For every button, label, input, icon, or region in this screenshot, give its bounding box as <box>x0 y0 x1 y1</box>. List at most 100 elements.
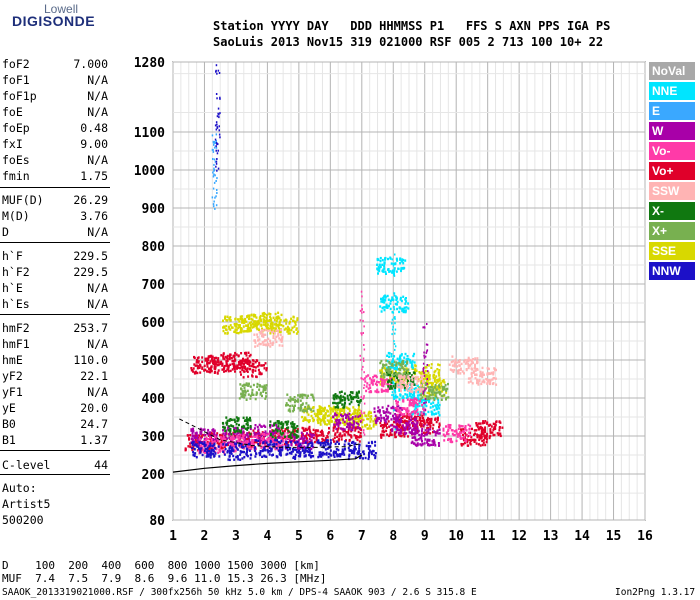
echo-point <box>318 451 321 454</box>
echo-point <box>422 406 425 409</box>
param-value: N/A <box>87 297 108 311</box>
echo-point <box>280 421 283 424</box>
echo-point <box>428 400 430 404</box>
echo-point <box>444 434 447 437</box>
echo-point <box>291 404 294 407</box>
echo-point <box>399 356 401 359</box>
echo-point <box>426 424 428 427</box>
echo-point <box>332 396 335 400</box>
echo-point <box>488 435 491 438</box>
echo-point <box>391 423 394 427</box>
echo-point <box>415 426 418 429</box>
y-tick-label: 800 <box>142 240 166 255</box>
echo-point <box>397 409 400 412</box>
echo-point <box>492 427 495 430</box>
echo-point <box>246 315 249 318</box>
echo-point <box>339 399 342 402</box>
echo-point <box>212 171 214 174</box>
x-tick-label: 7 <box>358 529 366 544</box>
echo-point <box>425 373 428 376</box>
echo-point <box>312 455 315 458</box>
echo-point <box>338 438 340 441</box>
echo-point <box>225 362 228 366</box>
echo-point <box>447 428 450 432</box>
echo-point <box>361 377 363 380</box>
echo-point <box>426 349 429 352</box>
echo-point <box>284 421 287 424</box>
echo-point <box>420 384 423 387</box>
echo-point <box>233 432 236 436</box>
echo-point <box>410 392 412 395</box>
echo-point <box>341 413 344 416</box>
echo-point <box>353 396 356 399</box>
echo-point <box>279 338 282 342</box>
echo-point <box>235 328 238 331</box>
echo-point <box>299 407 302 410</box>
echo-point <box>397 267 400 271</box>
param-row-hmf2: hmF2 253.7 <box>2 321 108 337</box>
echo-point <box>476 361 478 364</box>
echo-point <box>235 353 238 356</box>
echo-point <box>218 133 221 136</box>
echo-point <box>374 382 377 386</box>
echo-point <box>258 443 261 447</box>
echo-point <box>241 384 244 388</box>
echo-point <box>420 382 423 385</box>
echo-point <box>346 417 349 420</box>
echo-point <box>324 437 327 440</box>
echo-point <box>419 371 422 375</box>
echo-point <box>426 421 429 424</box>
echo-point <box>438 414 441 417</box>
echo-point <box>337 396 340 399</box>
echo-point <box>230 326 233 329</box>
echo-point <box>272 429 275 432</box>
echo-point <box>395 363 398 366</box>
echo-point <box>404 298 407 301</box>
x-tick-label: 3 <box>232 529 240 544</box>
echo-point <box>337 424 340 428</box>
echo-point <box>380 300 383 303</box>
param-label: foEp <box>2 121 30 135</box>
echo-point <box>280 328 282 332</box>
echo-point <box>426 350 428 353</box>
echo-point <box>408 399 411 403</box>
echo-point <box>481 439 484 443</box>
echo-point <box>410 361 413 364</box>
echo-point <box>266 313 269 317</box>
echo-point <box>222 329 225 333</box>
param-label: foF1 <box>2 73 30 87</box>
echo-point <box>294 456 297 459</box>
echo-point <box>392 271 395 274</box>
echo-point <box>270 449 273 452</box>
echo-point <box>258 388 261 391</box>
echo-point <box>396 404 399 408</box>
echo-point <box>459 434 462 437</box>
echo-point <box>299 443 302 446</box>
echo-point <box>447 426 450 429</box>
echo-point <box>358 447 361 450</box>
echo-point <box>238 444 241 447</box>
echo-point <box>484 428 487 431</box>
echo-point <box>294 453 297 456</box>
echo-point <box>212 203 215 206</box>
echo-point <box>223 449 226 452</box>
echo-point <box>302 429 305 432</box>
echo-point <box>369 411 372 415</box>
echo-point <box>457 372 460 375</box>
echo-point <box>472 361 474 364</box>
echo-point <box>294 426 297 429</box>
echo-point <box>394 417 397 421</box>
echo-point <box>266 324 269 327</box>
echo-point <box>269 420 272 423</box>
echo-point <box>231 443 234 446</box>
echo-point <box>304 416 307 420</box>
echo-point <box>272 336 275 339</box>
y-tick-label: 300 <box>142 430 166 445</box>
echo-point <box>363 348 366 351</box>
echo-point <box>209 435 211 438</box>
echo-point <box>389 428 392 432</box>
echo-point <box>390 371 393 374</box>
echo-point <box>388 386 391 389</box>
echo-point <box>234 445 237 448</box>
echo-point <box>356 438 359 442</box>
